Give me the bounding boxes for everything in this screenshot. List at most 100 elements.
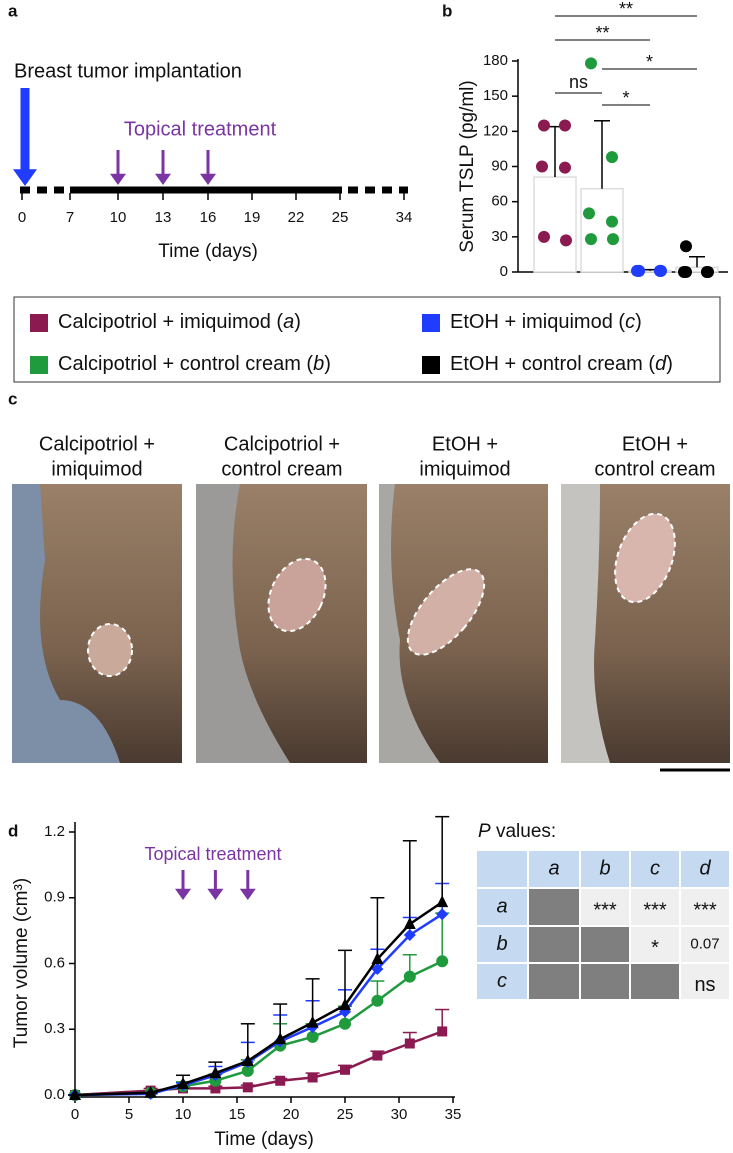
treatment-arrow-head bbox=[110, 173, 126, 185]
x-tick-label: 5 bbox=[125, 1106, 133, 1123]
legend-swatch bbox=[422, 356, 440, 374]
panel-label: a bbox=[8, 1, 18, 20]
data-point bbox=[536, 160, 548, 173]
timeline-xlabel: Time (days) bbox=[158, 241, 258, 262]
bar bbox=[533, 176, 577, 273]
data-point bbox=[702, 266, 714, 278]
y-tick-label: 90 bbox=[491, 157, 508, 174]
legend-text-part: EtOH + control cream ( bbox=[450, 353, 655, 375]
table-cell bbox=[475, 925, 529, 964]
table-value: *** bbox=[593, 899, 617, 921]
table-cell bbox=[475, 962, 529, 1001]
timeline-tick-label: 0 bbox=[18, 209, 26, 226]
data-point bbox=[607, 233, 619, 246]
timeline-tick-label: 16 bbox=[200, 209, 217, 226]
table-value: *** bbox=[643, 899, 667, 921]
legend-text-part: ) bbox=[324, 353, 331, 375]
marker bbox=[275, 1075, 286, 1086]
photos bbox=[12, 484, 730, 772]
legend-text-part: Calcipotriol + imiquimod ( bbox=[58, 311, 283, 333]
treatment-arrow bbox=[207, 870, 224, 900]
y-tick-label: 60 bbox=[491, 193, 508, 210]
table-value: * bbox=[651, 937, 659, 959]
x-tick-label: 20 bbox=[283, 1106, 300, 1123]
data-point bbox=[538, 119, 550, 132]
legend-text-part: ) bbox=[294, 311, 301, 333]
table-row-label: a bbox=[496, 895, 507, 917]
photo-fur bbox=[391, 484, 548, 763]
y-tick-label: 0.0 bbox=[44, 1086, 65, 1103]
data-point bbox=[585, 233, 597, 246]
table-cell bbox=[679, 962, 731, 1001]
photo-title: control cream bbox=[594, 458, 715, 480]
table-title-part: P bbox=[478, 821, 491, 842]
x-axis-label: Time (days) bbox=[214, 1129, 314, 1150]
marker bbox=[339, 998, 351, 1011]
panel-label: c bbox=[8, 389, 17, 408]
y-tick-label: 0.9 bbox=[44, 889, 65, 906]
table-header: c bbox=[650, 857, 660, 879]
table-value: *** bbox=[693, 899, 717, 921]
y-tick-label: 1.2 bbox=[44, 823, 65, 840]
timeline-tick-label: 7 bbox=[66, 209, 74, 226]
legend-swatch bbox=[422, 314, 440, 332]
data-point bbox=[585, 57, 597, 70]
table-cell bbox=[475, 849, 529, 889]
photo-title: EtOH + bbox=[622, 433, 688, 455]
y-tick-label: 180 bbox=[483, 52, 508, 69]
table-header: a bbox=[548, 857, 559, 879]
marker bbox=[371, 952, 384, 965]
bar bbox=[580, 188, 624, 273]
marker bbox=[274, 1032, 287, 1045]
table-row-label: b bbox=[496, 933, 507, 955]
marker bbox=[437, 1026, 448, 1037]
marker bbox=[339, 1017, 351, 1030]
marker bbox=[403, 917, 416, 930]
marker bbox=[241, 1054, 254, 1067]
marker bbox=[436, 895, 449, 908]
table-title: P values: bbox=[478, 821, 556, 842]
significance-label: ** bbox=[595, 23, 609, 43]
x-tick-label: 25 bbox=[337, 1106, 354, 1123]
y-tick-label: 150 bbox=[483, 87, 508, 104]
data-point bbox=[606, 151, 618, 164]
legend-text-part: d bbox=[655, 353, 667, 375]
x-tick-label: 15 bbox=[229, 1106, 246, 1123]
marker bbox=[306, 1015, 319, 1028]
marker bbox=[403, 970, 416, 983]
marker bbox=[403, 929, 416, 942]
significance-label: ** bbox=[619, 0, 633, 19]
data-point bbox=[633, 264, 645, 277]
marker bbox=[404, 1038, 415, 1049]
implant-arrow bbox=[13, 88, 37, 186]
photo-title: Calcipotriol + bbox=[39, 433, 155, 455]
panel-label: d bbox=[8, 821, 18, 840]
legend-label: EtOH + imiquimod (c) bbox=[450, 311, 642, 333]
legend-text-part: b bbox=[313, 353, 324, 375]
marker bbox=[69, 1088, 81, 1100]
legend-swatch bbox=[30, 356, 48, 374]
data-point bbox=[655, 264, 667, 277]
x-tick-label: 10 bbox=[175, 1106, 192, 1123]
timeline-tick-label: 19 bbox=[244, 209, 261, 226]
marker bbox=[209, 1066, 222, 1079]
treatment-arrow-head bbox=[200, 173, 216, 185]
table-title-part: values: bbox=[491, 821, 556, 842]
timeline-title: Breast tumor implantation bbox=[14, 60, 242, 82]
photo-title: imiquimod bbox=[419, 458, 510, 480]
significance-label: ns bbox=[569, 72, 588, 92]
marker bbox=[177, 1077, 189, 1090]
error-bar bbox=[305, 978, 320, 1023]
marker bbox=[371, 962, 384, 975]
table-cell bbox=[527, 925, 581, 964]
legend-text-part: EtOH + imiquimod ( bbox=[450, 311, 625, 333]
error-bar bbox=[338, 949, 352, 1006]
photo-title: EtOH + bbox=[432, 433, 498, 455]
series-line bbox=[74, 901, 443, 1097]
error-bar bbox=[370, 897, 385, 960]
table-cell bbox=[629, 925, 681, 964]
tumor-outline bbox=[406, 568, 486, 656]
error-bar bbox=[435, 912, 450, 962]
table-header: b bbox=[599, 857, 610, 879]
